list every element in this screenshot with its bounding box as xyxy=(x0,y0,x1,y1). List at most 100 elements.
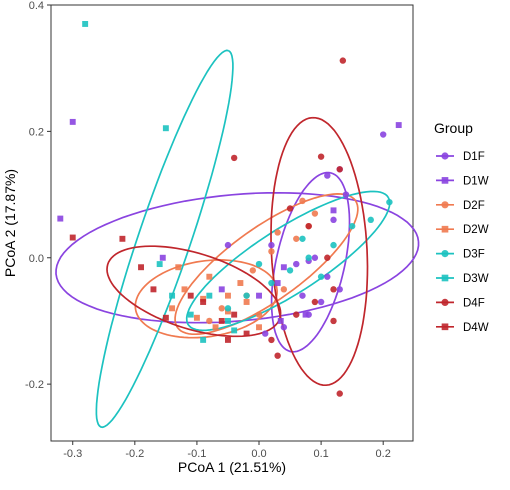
legend-item-d1f: D1F xyxy=(436,151,485,163)
point-d3f-11 xyxy=(255,260,263,268)
point-d1f-8 xyxy=(293,260,300,268)
x-tick-label: 0.1 xyxy=(313,448,328,460)
legend-key-marker xyxy=(441,225,449,233)
point-d2w-10 xyxy=(256,324,262,331)
point-d4w-0 xyxy=(69,234,76,241)
point-d3f-9 xyxy=(317,273,325,280)
legend-item-d2w: D2W xyxy=(436,224,489,236)
point-d1f-15 xyxy=(324,273,331,280)
y-axis-ticks: -0.2 0.0 0.2 0.4 xyxy=(25,0,51,391)
legend-item-d3f: D3F xyxy=(436,249,485,261)
point-d4w-4 xyxy=(162,314,169,321)
legend-label: D2W xyxy=(463,224,489,236)
legend-label: D4W xyxy=(463,322,489,334)
plot-panel-border xyxy=(50,4,414,442)
point-d4f-11 xyxy=(336,390,343,397)
legend-key-marker xyxy=(441,323,449,331)
legend-label: D2F xyxy=(463,200,485,212)
legend-key-marker xyxy=(441,298,449,306)
y-tick-label: -0.2 xyxy=(25,379,44,391)
point-d1w-2 xyxy=(57,215,64,222)
ellipse-d4w xyxy=(106,245,282,338)
point-d4w-3 xyxy=(150,286,157,293)
point-d4w-10 xyxy=(243,330,250,337)
point-d1f-5 xyxy=(224,241,232,249)
point-d3f-0 xyxy=(386,198,393,206)
legend-item-d4f: D4F xyxy=(436,297,485,309)
point-d2w-5 xyxy=(212,324,219,331)
x-tick-label: 0.0 xyxy=(251,448,266,460)
legend-item-d1w: D1W xyxy=(436,175,489,187)
point-d1w-6 xyxy=(274,280,281,286)
point-d3f-2 xyxy=(348,222,356,230)
point-d4f-0 xyxy=(339,57,347,64)
legend: Group D1F D1W D2F D2W D3F D3W D4F D4W xyxy=(434,120,489,334)
point-d4f-3 xyxy=(336,166,343,173)
point-d4f-8 xyxy=(311,298,319,306)
point-d4w-1 xyxy=(119,235,126,242)
legend-key-marker xyxy=(441,177,449,184)
point-d3f-1 xyxy=(367,216,374,224)
point-d4w-5 xyxy=(200,299,207,305)
ellipse-d2w xyxy=(134,259,278,339)
ellipse-layer xyxy=(55,49,420,429)
x-tick-label: -0.2 xyxy=(125,448,144,460)
point-d1f-6 xyxy=(311,254,319,261)
point-d4w-6 xyxy=(218,317,225,324)
point-d3f-5 xyxy=(286,267,294,274)
point-d4f-12 xyxy=(293,311,300,318)
point-d2w-8 xyxy=(181,286,188,293)
point-d2w-1 xyxy=(206,273,213,280)
legend-item-d3w: D3W xyxy=(436,273,489,285)
y-axis-title: PCoA 2 (17.87%) xyxy=(2,169,18,277)
legend-label: D3W xyxy=(463,273,489,285)
point-d3f-8 xyxy=(224,305,232,312)
point-d4f-10 xyxy=(274,352,281,359)
ellipse-d4f xyxy=(270,116,369,387)
point-d1f-13 xyxy=(280,324,288,331)
point-d1f-2 xyxy=(324,172,331,179)
point-layer xyxy=(57,20,402,397)
point-d4w-8 xyxy=(225,336,231,343)
point-d4f-5 xyxy=(305,222,312,230)
legend-label: D1W xyxy=(463,175,489,187)
point-d1w-4 xyxy=(330,207,337,214)
ellipse-d3f xyxy=(185,190,391,332)
point-d2w-3 xyxy=(169,305,176,312)
x-tick-label: -0.1 xyxy=(187,448,206,460)
x-tick-label: -0.3 xyxy=(63,448,82,460)
point-d3f-4 xyxy=(305,254,312,261)
point-d4f-7 xyxy=(330,286,337,293)
point-d3w-3 xyxy=(169,292,176,299)
point-d4f-2 xyxy=(317,153,325,160)
point-d2f-5 xyxy=(280,286,288,293)
legend-label: D1F xyxy=(463,151,485,163)
legend-item-d2f: D2F xyxy=(436,200,485,212)
point-d1w-7 xyxy=(256,292,262,299)
point-d1f-16 xyxy=(299,292,306,299)
legend-key-marker xyxy=(441,250,449,258)
legend-key-marker xyxy=(441,274,449,282)
point-d2w-11 xyxy=(237,280,244,286)
point-d4f-9 xyxy=(268,336,275,344)
point-d3w-4 xyxy=(187,311,194,318)
ellipse-d3w xyxy=(95,49,234,429)
point-d3w-1 xyxy=(162,125,169,132)
point-d1f-9 xyxy=(268,241,275,249)
legend-key-marker xyxy=(441,152,449,160)
point-d3w-7 xyxy=(200,336,207,343)
point-d3w-6 xyxy=(225,317,231,324)
legend-label: D3F xyxy=(463,249,485,261)
point-d1w-1 xyxy=(395,122,402,129)
point-d2f-9 xyxy=(255,311,263,318)
point-d3w-0 xyxy=(82,20,89,27)
point-d1w-10 xyxy=(277,317,284,324)
point-d3w-8 xyxy=(231,327,238,334)
point-d2f-7 xyxy=(218,305,225,312)
point-d2f-10 xyxy=(311,210,319,217)
point-d2f-3 xyxy=(268,248,275,255)
point-d1f-10 xyxy=(336,286,343,293)
point-d3f-3 xyxy=(330,241,337,249)
point-d1f-4 xyxy=(330,216,337,224)
